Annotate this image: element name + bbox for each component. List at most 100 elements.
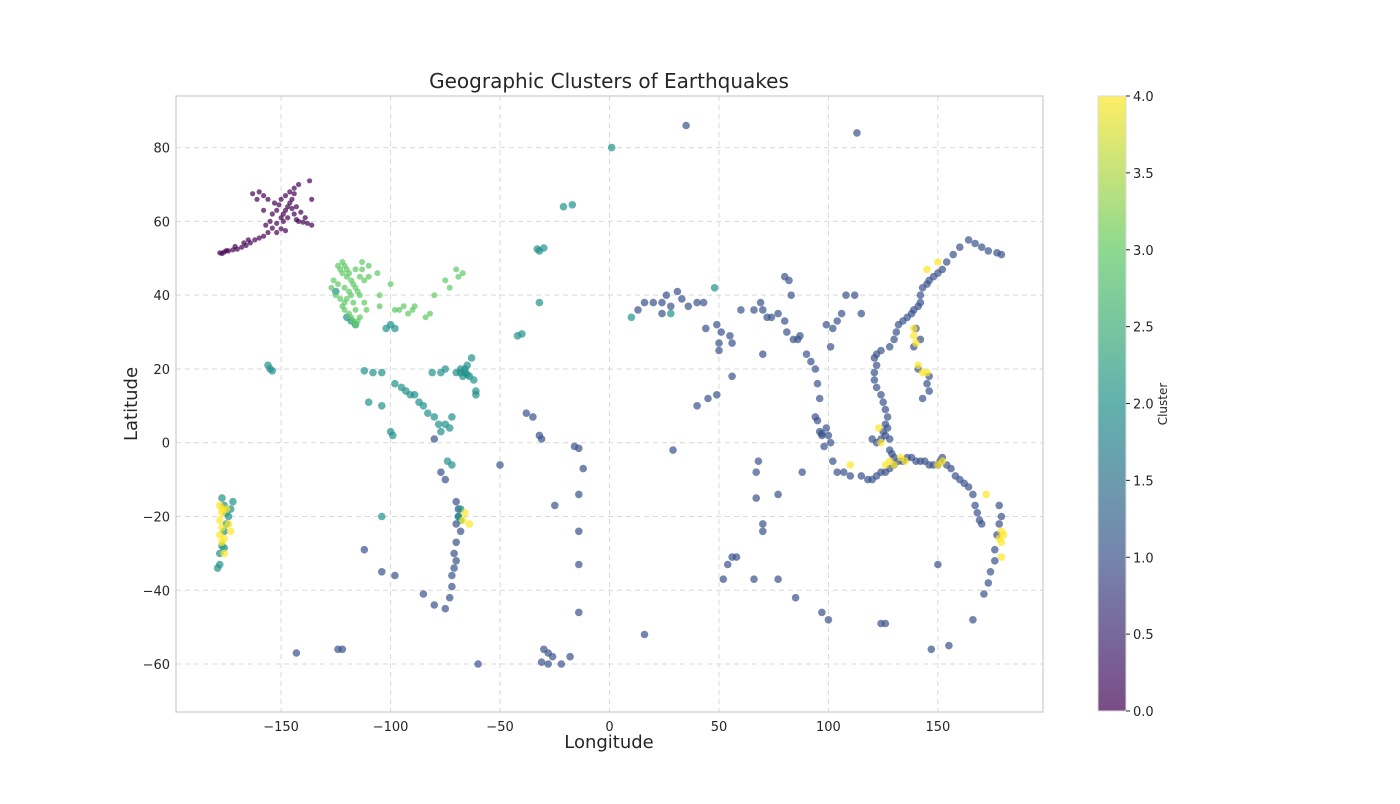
data-point-cluster-2 [229, 497, 237, 506]
data-point-cluster-0 [296, 181, 302, 188]
data-point-cluster-2 [430, 413, 439, 421]
data-point-cluster-1 [857, 472, 866, 480]
data-point-cluster-4 [459, 516, 467, 524]
data-point-cluster-3 [350, 299, 357, 306]
data-point-cluster-3 [365, 262, 372, 269]
data-point-cluster-1 [575, 560, 583, 569]
data-point-cluster-4 [910, 324, 918, 333]
data-point-cluster-1 [450, 564, 458, 572]
data-point-cluster-4 [846, 461, 855, 469]
data-point-cluster-4 [999, 531, 1008, 539]
data-point-cluster-1 [537, 658, 546, 666]
data-point-cluster-1 [732, 553, 741, 561]
data-point-cluster-4 [877, 438, 885, 447]
data-point-cluster-0 [274, 229, 280, 236]
data-point-cluster-1 [826, 438, 835, 447]
colorbar: 0.0 0.5 1.0 1.5 2.0 2.5 3.0 3.5 4.0 Cluster [1097, 90, 1170, 720]
data-point-cluster-4 [901, 457, 909, 466]
data-point-cluster-3 [411, 303, 418, 310]
data-point-cluster-0 [300, 219, 306, 225]
data-point-cluster-1 [818, 429, 826, 438]
data-point-cluster-1 [791, 593, 800, 602]
data-point-cluster-0 [267, 218, 273, 224]
y-axis-ticks: −60 −40 −20 0 20 40 60 80 [143, 142, 170, 673]
data-point-cluster-1 [824, 431, 833, 440]
data-point-cluster-1 [548, 652, 557, 661]
data-point-cluster-0 [261, 207, 267, 213]
data-point-cluster-2 [419, 402, 428, 410]
data-point-cluster-2 [360, 367, 369, 375]
data-point-cluster-4 [923, 265, 931, 274]
data-point-cluster-1 [877, 619, 885, 628]
data-point-cluster-0 [239, 244, 245, 250]
data-point-cluster-3 [365, 273, 372, 280]
data-point-cluster-1 [811, 365, 820, 373]
x-axis-ticks: −150 −100 −50 0 50 100 150 [263, 720, 950, 735]
data-point-cluster-1 [969, 490, 977, 499]
data-point-cluster-0 [250, 191, 256, 197]
data-point-cluster-2 [461, 365, 469, 373]
chart-title: Geographic Clusters of Earthquakes [429, 69, 789, 93]
data-point-cluster-0 [298, 209, 304, 215]
data-point-cluster-1 [872, 383, 881, 392]
data-point-cluster-1 [754, 457, 763, 466]
data-point-cluster-4 [982, 490, 990, 499]
data-point-cluster-3 [341, 284, 348, 291]
data-point-cluster-1 [717, 328, 725, 336]
data-point-cluster-3 [356, 314, 363, 321]
data-point-cluster-3 [337, 295, 344, 302]
data-point-cluster-1 [995, 520, 1003, 528]
data-point-cluster-1 [658, 298, 666, 307]
data-point-cluster-1 [673, 287, 682, 296]
data-point-cluster-3 [339, 270, 346, 277]
data-point-cluster-4 [997, 538, 1006, 547]
data-point-cluster-1 [445, 593, 454, 602]
data-point-cluster-0 [278, 226, 284, 232]
y-axis-title: Latitude [121, 367, 142, 441]
data-point-cluster-3 [346, 288, 352, 295]
data-point-cluster-1 [969, 616, 977, 624]
data-point-cluster-1 [682, 121, 690, 130]
data-point-cluster-0 [278, 196, 284, 202]
data-point-cluster-1 [995, 501, 1003, 510]
data-point-cluster-1 [338, 645, 347, 654]
data-point-cluster-4 [934, 258, 942, 266]
data-point-cluster-1 [883, 424, 892, 432]
data-point-cluster-2 [218, 494, 226, 502]
data-point-cluster-1 [737, 306, 745, 314]
data-point-cluster-2 [213, 564, 222, 572]
data-point-cluster-1 [441, 604, 450, 613]
colorbar-tick-label: 0.0 [1133, 705, 1154, 720]
data-point-cluster-2 [264, 361, 272, 370]
data-point-cluster-0 [289, 205, 295, 212]
data-point-cluster-1 [750, 575, 758, 583]
data-point-cluster-1 [870, 376, 879, 384]
data-point-cluster-1 [452, 538, 461, 547]
data-point-cluster-2 [364, 398, 373, 407]
colorbar-tick-label: 3.0 [1133, 244, 1154, 259]
data-point-cluster-1 [796, 332, 804, 340]
data-point-cluster-2 [434, 420, 443, 429]
data-point-cluster-1 [566, 652, 574, 661]
data-point-cluster-2 [410, 391, 419, 399]
data-point-cluster-1 [783, 328, 791, 336]
data-point-cluster-2 [518, 330, 526, 338]
colorbar-tick-label: 1.5 [1133, 474, 1154, 489]
data-point-cluster-4 [220, 549, 228, 558]
data-point-cluster-1 [575, 490, 583, 499]
data-point-cluster-1 [986, 568, 995, 576]
data-point-cluster-1 [879, 398, 887, 407]
data-point-cluster-3 [374, 270, 381, 277]
data-point-cluster-2 [627, 313, 636, 322]
data-point-cluster-1 [378, 568, 386, 576]
data-point-cluster-1 [956, 243, 964, 251]
data-point-cluster-0 [280, 218, 286, 224]
data-point-cluster-1 [575, 527, 583, 536]
data-point-cluster-1 [752, 468, 760, 477]
data-point-cluster-1 [767, 313, 776, 322]
data-point-cluster-1 [715, 346, 723, 355]
data-point-cluster-1 [885, 343, 894, 351]
data-point-cluster-1 [658, 309, 666, 318]
data-point-cluster-1 [787, 291, 795, 300]
data-point-cluster-1 [575, 608, 583, 617]
